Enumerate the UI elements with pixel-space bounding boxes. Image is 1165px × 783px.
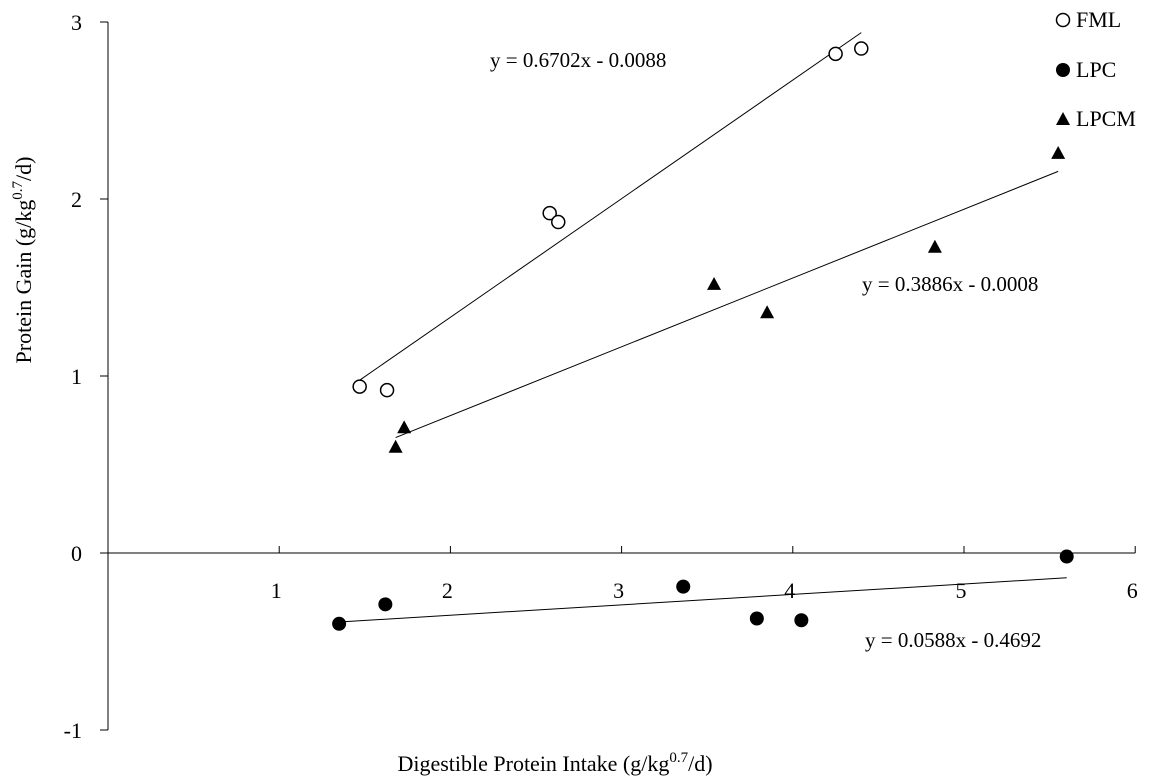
x-tick-label: 2: [442, 578, 453, 603]
y-tick-label: 3: [71, 10, 82, 35]
legend-marker-lpcm: [1056, 112, 1070, 125]
trendlines: [339, 32, 1067, 623]
axis-labels: Digestible Protein Intake (g/kg0.7/d) Pro…: [10, 157, 713, 776]
point-fml: [828, 46, 843, 62]
y-tick-label: -1: [64, 718, 82, 743]
point-lpcm: [397, 420, 412, 434]
point-lpcm: [388, 439, 403, 453]
point-lpc: [378, 597, 393, 612]
x-tick-label: 5: [956, 578, 967, 603]
point-lpc: [676, 579, 691, 594]
legend-label-fml: FML: [1076, 7, 1121, 32]
trendline-equations: y = 0.6702x - 0.0088 y = 0.0588x - 0.4692…: [490, 48, 1041, 652]
legend-marker-fml: [1055, 12, 1071, 28]
data-points: [332, 41, 1074, 631]
x-tick-label: 1: [271, 578, 282, 603]
legend: FML LPC LPCM: [1055, 7, 1136, 131]
point-lpcm: [927, 239, 942, 253]
trendline-lpcm: [395, 170, 1059, 439]
point-fml: [551, 214, 566, 230]
x-tick-label: 3: [613, 578, 624, 603]
trendline-fml: [359, 32, 862, 381]
legend-label-lpcm: LPCM: [1076, 106, 1136, 131]
legend-label-lpc: LPC: [1076, 57, 1116, 82]
legend-marker-lpc: [1056, 63, 1070, 77]
y-tick-label: 1: [71, 364, 82, 389]
point-lpc: [794, 613, 809, 628]
y-tick-label: 0: [71, 541, 82, 566]
point-lpcm: [1051, 145, 1066, 159]
trendline-equation-lpcm: y = 0.3886x - 0.0008: [862, 272, 1038, 296]
point-lpc: [1059, 549, 1074, 564]
point-lpcm: [707, 276, 722, 290]
trendline-equation-lpc: y = 0.0588x - 0.4692: [865, 628, 1041, 652]
point-lpc: [749, 611, 764, 626]
axes: -1 0 1 2 3 1 2 3 4 5 6: [64, 10, 1138, 743]
x-axis-label: Digestible Protein Intake (g/kg0.7/d): [397, 750, 712, 776]
trendline-lpc: [339, 577, 1067, 623]
point-fml: [854, 41, 869, 56]
point-fml: [542, 205, 557, 221]
x-tick-label: 4: [784, 578, 795, 603]
point-fml: [352, 379, 367, 394]
x-tick-label: 6: [1127, 578, 1138, 603]
point-lpcm: [760, 305, 775, 319]
point-fml: [379, 382, 395, 398]
point-lpc: [332, 616, 347, 631]
y-tick-label: 2: [71, 187, 82, 212]
trendline-equation-fml: y = 0.6702x - 0.0088: [490, 48, 666, 72]
y-axis-label: Protein Gain (g/kg0.7/d): [10, 157, 36, 364]
